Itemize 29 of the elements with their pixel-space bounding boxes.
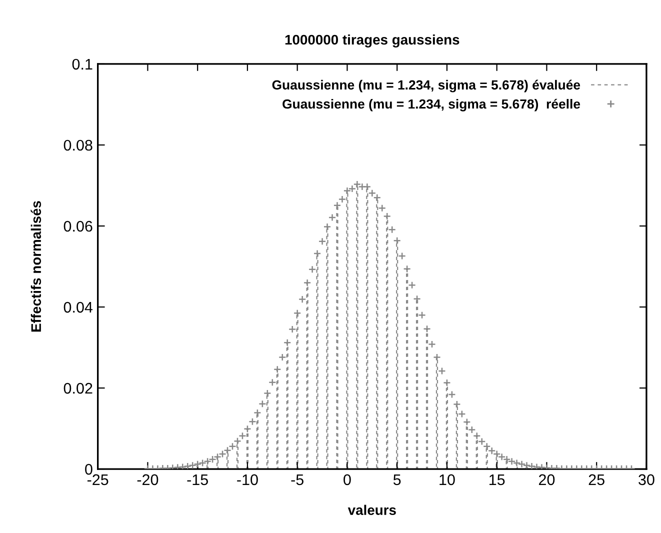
x-tick-label: -5	[291, 474, 304, 486]
x-tick-label: 10	[440, 474, 455, 486]
x-axis-title: valeurs	[348, 504, 396, 516]
legend-label: Guaussienne (mu = 1.234, sigma = 5.678) évaluée	[272, 80, 580, 92]
y-tick-label: 0.04	[64, 302, 93, 313]
x-tick-label: -20	[137, 474, 158, 486]
x-tick-label: -10	[237, 474, 258, 486]
y-tick-label: 0	[85, 464, 92, 475]
bar	[426, 328, 428, 470]
x-tick-label: 5	[393, 474, 401, 486]
legend-label: Guaussienne (mu = 1.234, sigma = 5.678) réelle	[282, 98, 580, 112]
bar	[336, 204, 338, 470]
bar	[406, 268, 408, 470]
x-tick-label: 20	[538, 474, 555, 486]
y-tick-label: 0.06	[64, 220, 92, 232]
y-tick-label: 0.02	[64, 382, 92, 394]
bar	[496, 453, 498, 470]
chart-title: 1000000 tirages gaussiens	[285, 34, 460, 48]
x-tick-label: 30	[638, 474, 654, 486]
x-tick-label: 15	[490, 474, 505, 486]
y-tick-label: 0.08	[64, 140, 92, 151]
bar	[206, 460, 209, 470]
x-tick-label: 0	[344, 474, 351, 486]
bar	[516, 462, 518, 470]
x-tick-label: -15	[187, 474, 208, 486]
x-tick-label: 25	[588, 474, 604, 486]
x-tick-label: -25	[87, 474, 108, 486]
y-tick-label: 0.1	[72, 58, 92, 70]
y-axis-title: Effectifs normalisés	[30, 201, 42, 332]
